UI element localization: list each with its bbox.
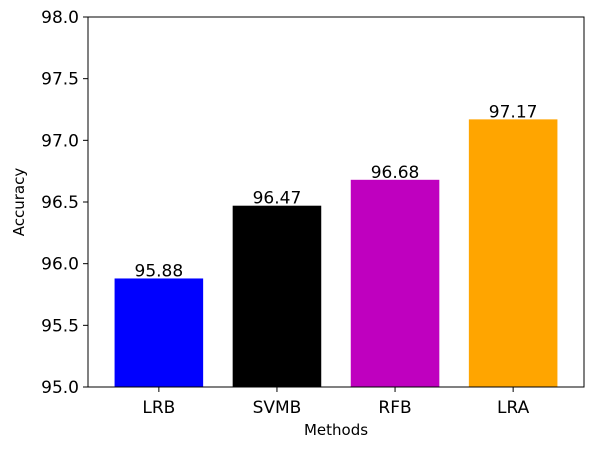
y-tick-label: 95.0 [41,378,79,398]
bars-group [114,119,558,387]
x-axis-label: Methods [304,421,368,439]
x-tick-label: SVMB [253,398,302,418]
y-tick-label: 96.0 [41,255,79,275]
x-axis-ticks: LRB SVMB RFB LRA [142,387,530,418]
y-tick-label: 96.5 [41,193,79,213]
x-tick-label: RFB [378,398,411,418]
bar-lra [468,119,558,387]
data-labels-group: 95.88 96.47 96.68 97.17 [135,102,538,281]
x-tick-label: LRB [142,398,175,418]
y-tick-label: 97.0 [41,131,79,151]
bar-svmb [232,205,322,387]
y-axis-label: Accuracy [10,168,28,237]
bar-rfb [350,179,440,387]
y-tick-label: 98.0 [41,8,79,28]
data-label-lra: 97.17 [489,102,538,122]
x-tick-label: LRA [497,398,530,418]
y-axis-ticks: 95.0 95.5 96.0 96.5 97.0 97.5 98.0 [41,8,88,398]
data-label-lrb: 95.88 [135,261,184,281]
data-label-rfb: 96.68 [371,163,420,183]
y-tick-label: 95.5 [41,316,79,336]
data-label-svmb: 96.47 [253,189,302,209]
y-tick-label: 97.5 [41,70,79,90]
bar-lrb [114,278,204,387]
